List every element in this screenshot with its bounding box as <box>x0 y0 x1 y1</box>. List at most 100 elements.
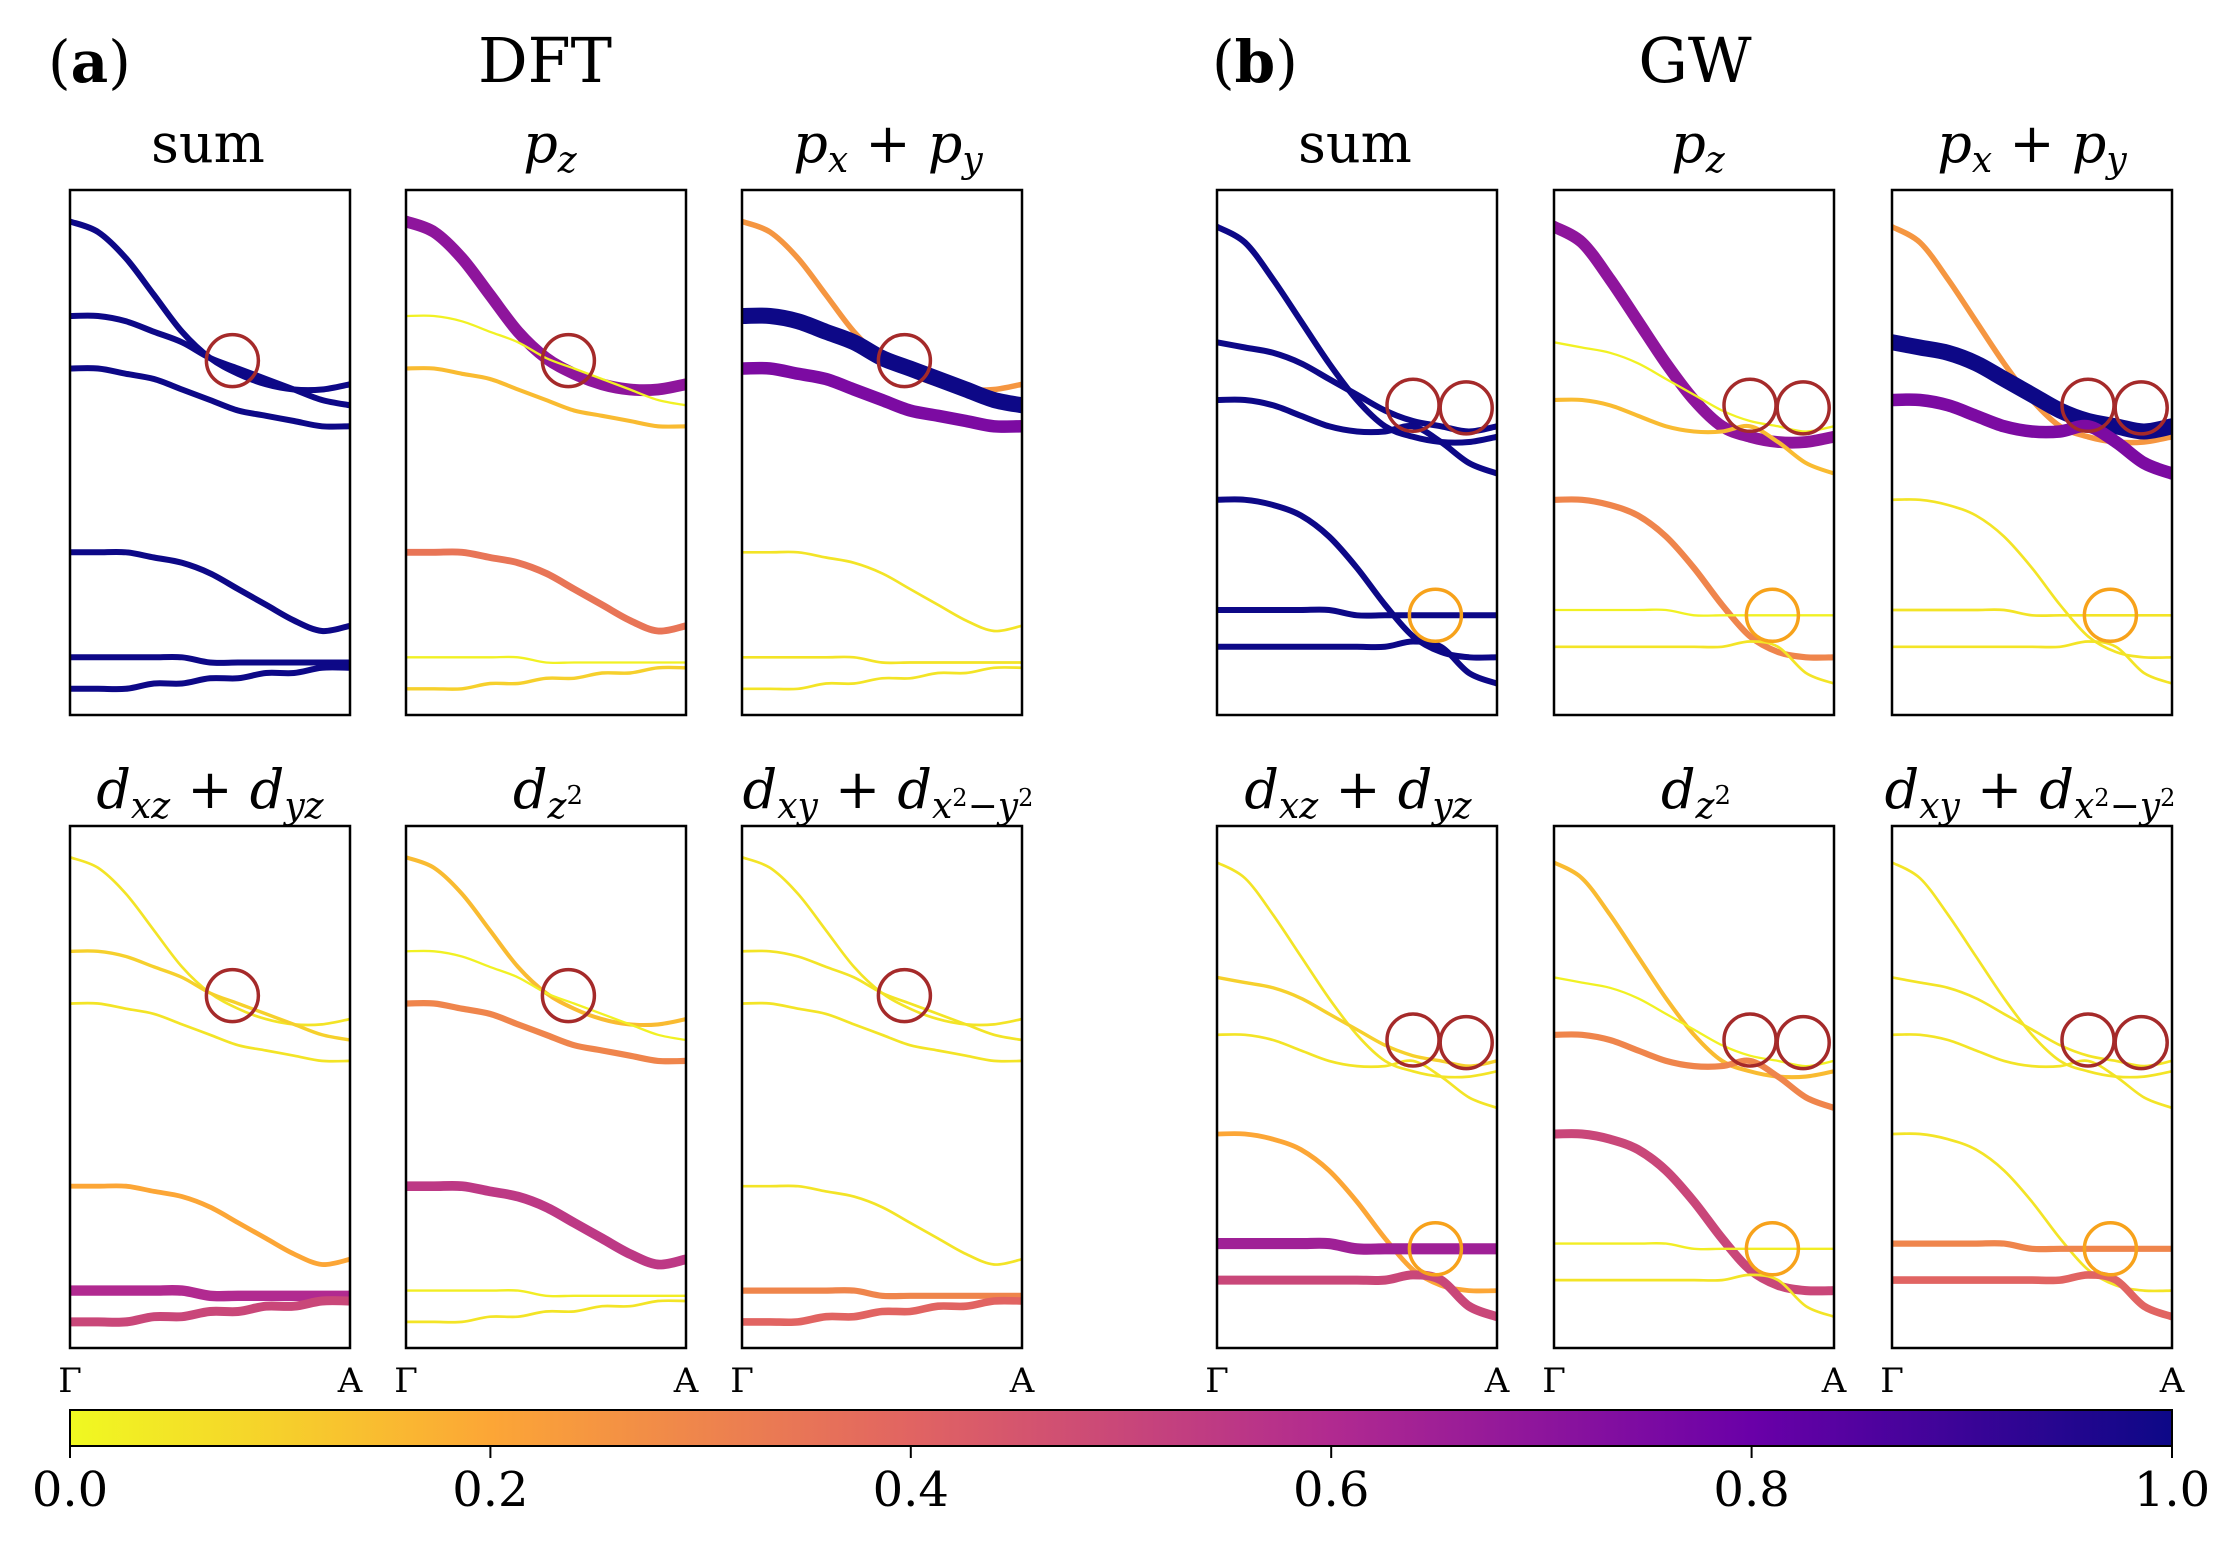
band-lines <box>1554 860 1834 1319</box>
title-gw-pz: pz <box>1671 112 1726 181</box>
band-line-1 <box>1554 976 1834 1068</box>
band-line-2 <box>1892 1033 2172 1110</box>
xtick-gamma-1: Γ <box>58 1361 82 1401</box>
xtick-gamma-5: Γ <box>1542 1361 1566 1401</box>
band-line-4 <box>742 1287 1022 1300</box>
title-gw-dxydx2y2: dxy + dx2−y2 <box>1885 758 2176 827</box>
crossing-circle-0 <box>2060 1012 2116 1068</box>
title-gw-sum: sum <box>1298 112 1412 175</box>
subplot-dft-dxydx2y2 <box>740 824 1024 1350</box>
axes-frame <box>1552 188 1836 717</box>
band-line-1 <box>742 307 1022 414</box>
cb-tick-1: 0.2 <box>452 1462 528 1518</box>
crossing-circle-0 <box>1722 377 1778 434</box>
band-line-1 <box>406 314 686 407</box>
band-lines <box>742 855 1022 1327</box>
xtick-a-4: A <box>1484 1361 1510 1401</box>
band-line-4 <box>1554 608 1834 617</box>
band-line-3 <box>406 548 686 635</box>
band-lines <box>742 218 1022 691</box>
subplot-gw-pz <box>1552 188 1836 717</box>
band-line-0 <box>1217 861 1497 1079</box>
band-line-3 <box>742 1184 1022 1266</box>
band-line-1 <box>70 949 350 1042</box>
xtick-gamma-6: Γ <box>1880 1361 1904 1401</box>
band-lines <box>70 855 350 1327</box>
band-line-2 <box>742 1001 1022 1063</box>
subplot-dft-pz <box>404 188 688 717</box>
band-line-3 <box>406 1180 686 1270</box>
band-line-3 <box>70 1183 350 1267</box>
subplot-dft-dxzdyz <box>68 824 352 1350</box>
panel-a-label: (a) <box>48 28 131 96</box>
subplot-gw-pxpy <box>1890 188 2174 717</box>
band-line-5 <box>1217 1270 1497 1322</box>
band-line-1 <box>1892 334 2172 440</box>
crossing-circle-0 <box>204 332 261 389</box>
xtick-a-2: A <box>673 1361 699 1401</box>
band-line-5 <box>70 1296 350 1327</box>
axes-frame <box>740 188 1024 717</box>
axes-frame <box>1890 824 2174 1350</box>
axes-frame <box>1215 188 1499 717</box>
subplot-gw-sum <box>1215 188 1499 717</box>
crossing-circle-1 <box>1775 1014 1831 1071</box>
title-dft-sum: sum <box>151 112 265 175</box>
band-line-2 <box>1554 1031 1834 1111</box>
band-line-5 <box>1217 638 1497 687</box>
axes-frame <box>68 188 352 717</box>
band-line-1 <box>742 949 1022 1042</box>
band-line-3 <box>70 548 350 635</box>
crossing-circle-0 <box>540 967 597 1024</box>
cb-tick-5: 1.0 <box>2134 1462 2210 1518</box>
band-line-5 <box>406 1299 686 1324</box>
band-line-2 <box>742 361 1022 433</box>
band-line-0 <box>1892 861 2172 1079</box>
band-line-0 <box>1554 860 1834 1080</box>
band-line-0 <box>742 855 1022 1027</box>
band-line-0 <box>406 855 686 1028</box>
axes-frame <box>1890 188 2174 717</box>
band-line-4 <box>406 655 686 665</box>
crossing-circle-0 <box>876 967 933 1024</box>
crossing-circle-2 <box>1407 1221 1464 1277</box>
axes-frame <box>404 824 688 1350</box>
crossing-circle-2 <box>2082 587 2139 644</box>
title-gw-dz2: dz2 <box>1661 758 1731 827</box>
axes-frame <box>740 824 1024 1350</box>
band-line-4 <box>70 653 350 666</box>
xtick-a-5: A <box>1821 1361 1847 1401</box>
crossing-circle-2 <box>1744 587 1801 644</box>
band-line-4 <box>70 1285 350 1302</box>
band-line-1 <box>406 949 686 1042</box>
title-dft-pxpy: px + py <box>793 112 983 181</box>
band-line-0 <box>406 215 686 397</box>
band-line-4 <box>406 1289 686 1298</box>
band-line-0 <box>70 855 350 1027</box>
band-line-4 <box>1554 1242 1834 1251</box>
axes-frame <box>404 188 688 717</box>
band-line-1 <box>1554 341 1834 433</box>
subplot-gw-dxzdyz <box>1215 824 1499 1350</box>
band-line-1 <box>70 312 350 409</box>
xtick-a-3: A <box>1009 1361 1035 1401</box>
band-line-5 <box>406 665 686 691</box>
crossing-circle-0 <box>204 967 261 1024</box>
band-line-3 <box>742 550 1022 633</box>
band-lines <box>1892 861 2172 1321</box>
band-line-5 <box>742 1296 1022 1327</box>
band-lines <box>406 855 686 1324</box>
band-line-1 <box>1892 976 2172 1068</box>
axes-frame <box>68 824 352 1350</box>
crossing-circle-1 <box>1438 1014 1494 1071</box>
crossing-circle-2 <box>1744 1221 1801 1277</box>
band-line-2 <box>70 1001 350 1063</box>
band-line-5 <box>1892 1271 2172 1321</box>
panel-b-title: GW <box>1638 24 1752 97</box>
band-line-5 <box>1892 640 2172 685</box>
xtick-a-1: A <box>337 1361 363 1401</box>
band-line-2 <box>1892 393 2172 480</box>
band-lines <box>1892 223 2172 685</box>
panel-a-title: DFT <box>478 24 612 97</box>
